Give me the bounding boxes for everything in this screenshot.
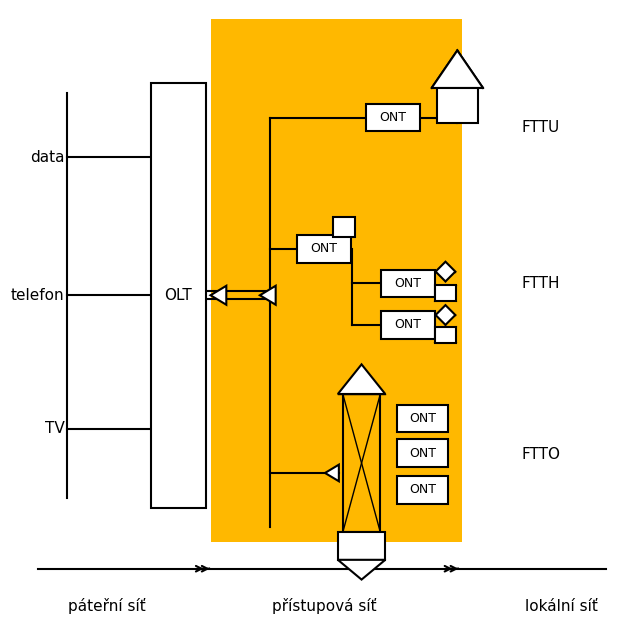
Text: síť: síť	[326, 44, 347, 62]
Text: přístupová síť: přístupová síť	[272, 598, 377, 614]
Text: ONT: ONT	[394, 319, 422, 331]
Bar	[434, 327, 457, 343]
Text: OLT: OLT	[165, 288, 192, 303]
Polygon shape	[338, 560, 385, 580]
Text: ONT: ONT	[410, 483, 436, 496]
Text: data: data	[30, 150, 64, 165]
Text: ONT: ONT	[410, 447, 436, 460]
Bar	[333, 217, 355, 237]
Bar	[397, 405, 448, 432]
Polygon shape	[211, 286, 226, 305]
Polygon shape	[260, 286, 275, 305]
Polygon shape	[436, 305, 455, 325]
Text: páteřní síť: páteřní síť	[68, 598, 146, 614]
Polygon shape	[338, 364, 385, 394]
Text: telefon: telefon	[11, 288, 64, 303]
Text: ONT: ONT	[380, 111, 406, 124]
Text: FTTH: FTTH	[522, 276, 560, 291]
Polygon shape	[432, 50, 483, 88]
Text: TV: TV	[45, 421, 64, 436]
Bar	[381, 269, 435, 297]
Polygon shape	[325, 464, 339, 481]
Text: FTTU: FTTU	[522, 120, 560, 135]
Bar	[436, 88, 478, 122]
Bar	[434, 285, 457, 301]
Bar	[297, 235, 351, 262]
Polygon shape	[436, 262, 455, 281]
Bar	[397, 439, 448, 467]
Text: lokální síť: lokální síť	[525, 599, 597, 614]
Bar	[343, 394, 380, 532]
Bar	[366, 103, 420, 131]
Bar	[211, 19, 462, 542]
Bar	[151, 83, 205, 507]
Bar	[381, 311, 435, 339]
Text: ONT: ONT	[410, 412, 436, 425]
Bar	[338, 532, 385, 560]
Bar	[397, 476, 448, 504]
Text: ONT: ONT	[394, 277, 422, 290]
Text: optická P2MP: optická P2MP	[276, 24, 396, 42]
Text: ONT: ONT	[310, 242, 338, 256]
Text: FTTO: FTTO	[522, 447, 560, 462]
